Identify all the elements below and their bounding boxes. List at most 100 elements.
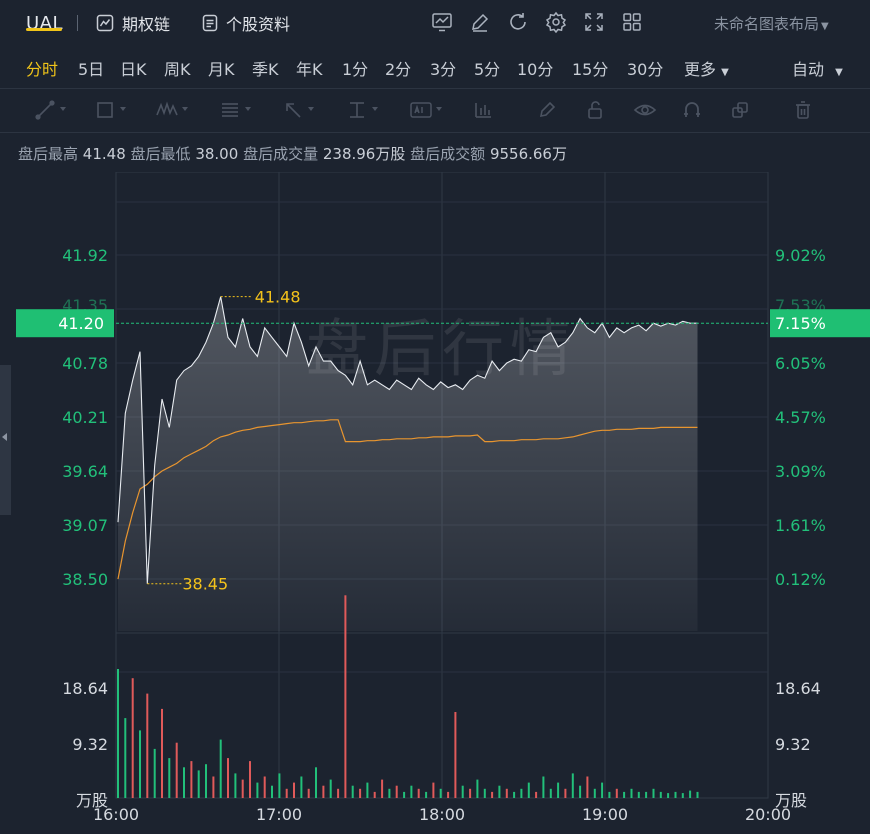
volume-bar [601, 782, 604, 798]
drawing-toolbar [0, 96, 870, 126]
document-icon [202, 14, 218, 32]
volume-bar [520, 788, 523, 798]
tab-period-7[interactable]: 1分 [342, 60, 369, 79]
volume-bar [241, 779, 244, 798]
volume-bar [197, 770, 200, 798]
tool-fibonacci[interactable] [215, 96, 251, 124]
volume-bar [337, 788, 340, 798]
volume-bar [513, 791, 516, 798]
tab-period-12[interactable]: 15分 [572, 60, 609, 79]
tab-more[interactable]: 更多 ▼ [684, 56, 729, 80]
tab-period-0[interactable]: 分时 [26, 60, 59, 79]
tool-lock[interactable] [580, 96, 610, 124]
side-panel-toggle[interactable] [0, 365, 11, 515]
scale-mode-select[interactable]: 自动 ▼ [792, 56, 843, 80]
volume-bar [593, 788, 596, 798]
period-tabs: 分时 5日 日K 周K 月K 季K 年K 1分 2分 3分 5分 10分 15分 30分 更多 ▼ 自动 ▼ [0, 52, 870, 82]
volume-bar [366, 782, 369, 798]
volume-bar [249, 761, 251, 798]
indicator-icon[interactable] [430, 10, 454, 34]
average-price-line [117, 419, 698, 580]
low-marker-label: 38.45 [182, 575, 228, 594]
measure-icon [350, 102, 364, 118]
tool-magnet[interactable] [677, 96, 707, 124]
current-price-label: 41.20 [58, 314, 104, 333]
volume-bar [307, 788, 310, 798]
tab-period-9[interactable]: 3分 [430, 60, 457, 79]
high-value: 41.48 [82, 145, 126, 163]
volume-bar [351, 785, 354, 798]
tool-delete[interactable] [788, 96, 818, 124]
tool-text[interactable] [406, 96, 442, 124]
volume-bar [117, 669, 119, 798]
tool-visibility[interactable] [630, 96, 660, 124]
volume-bar [205, 764, 207, 798]
tool-wave[interactable] [152, 96, 188, 124]
draw-pen-icon[interactable] [468, 10, 492, 34]
tab-period-11[interactable]: 10分 [517, 60, 554, 79]
caret-down-icon: ▼ [721, 67, 729, 78]
tab-period-6[interactable]: 年K [296, 60, 323, 79]
volume-bar [454, 712, 457, 798]
tab-period-8[interactable]: 2分 [385, 60, 412, 79]
tool-brush[interactable] [532, 96, 562, 124]
price-tick-label: 38.50 [62, 570, 108, 589]
stock-info-button[interactable]: 个股资料 [202, 11, 290, 35]
percent-tick-label: 6.05% [775, 354, 826, 373]
tab-period-2[interactable]: 日K [120, 60, 147, 79]
tool-bars[interactable] [468, 96, 498, 124]
volume-bar [373, 791, 376, 798]
low-label: 盘后最低 [130, 145, 191, 163]
tab-period-10[interactable]: 5分 [474, 60, 501, 79]
auto-label: 自动 [792, 60, 825, 79]
price-tick-label: 41.92 [62, 246, 108, 265]
tool-clone[interactable] [725, 96, 755, 124]
grid-layout-icon[interactable] [620, 10, 644, 34]
volume-bar [498, 785, 501, 798]
brush-icon [539, 101, 556, 118]
tab-period-13[interactable]: 30分 [627, 60, 664, 79]
volume-bar [417, 788, 420, 798]
tab-period-1[interactable]: 5日 [78, 60, 105, 79]
price-area [118, 296, 698, 631]
volume-bar [146, 693, 149, 798]
tool-arrow[interactable] [278, 96, 314, 124]
volume-bar [285, 788, 288, 798]
tab-period-5[interactable]: 季K [252, 60, 279, 79]
tool-measure[interactable] [342, 96, 378, 124]
gear-icon[interactable] [544, 10, 568, 34]
volume-bar [447, 791, 450, 798]
tool-rectangle[interactable] [90, 96, 126, 124]
volume-label: 盘后成交量 [243, 145, 319, 163]
refresh-icon[interactable] [506, 10, 530, 34]
volume-bar [256, 782, 259, 798]
volume-bar [153, 748, 156, 798]
volume-bar [278, 773, 281, 798]
options-chain-button[interactable]: 期权链 [96, 11, 170, 35]
intraday-chart[interactable]: 盘后行情 41.4838.4541.9240.7840.2139.6439.07… [0, 172, 870, 834]
tab-period-3[interactable]: 周K [164, 60, 191, 79]
volume-bar [124, 718, 127, 798]
volume-bar [579, 785, 582, 798]
bar-chart-icon [475, 103, 491, 118]
tool-trendline[interactable] [30, 96, 66, 124]
fullscreen-icon[interactable] [582, 10, 606, 34]
volume-bar [652, 788, 655, 798]
volume-bar [469, 788, 472, 798]
volume-bar [263, 776, 266, 798]
volume-tick-label-right: 18.64 [775, 679, 821, 698]
volume-bar [432, 782, 435, 798]
volume-bar [227, 758, 229, 798]
volume-bar [131, 678, 134, 798]
layout-selector[interactable]: 未命名图表布局 ▼ [714, 13, 829, 34]
tab-period-4[interactable]: 月K [208, 60, 235, 79]
trash-icon [796, 101, 810, 119]
volume-bar [674, 791, 677, 798]
price-tick-label: 40.21 [62, 408, 108, 427]
high-marker-label: 41.48 [255, 288, 301, 307]
volume-bar [608, 791, 611, 798]
volume-value: 238.96万股 [322, 145, 406, 163]
current-percent-label: 7.15% [775, 314, 826, 333]
price-tick-label: 39.07 [62, 516, 108, 535]
volume-bar [139, 730, 141, 798]
